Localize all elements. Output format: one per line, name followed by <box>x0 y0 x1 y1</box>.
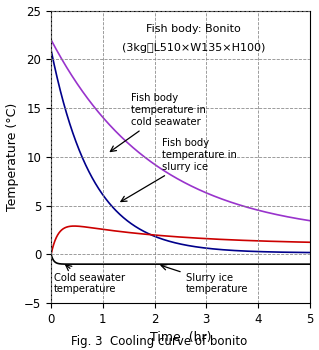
Text: Fish body
temperature in
slurry ice: Fish body temperature in slurry ice <box>121 138 237 202</box>
Text: Fish body: Bonito: Fish body: Bonito <box>146 24 241 34</box>
Text: Slurry ice
temperature: Slurry ice temperature <box>161 265 248 294</box>
Y-axis label: Temperature (°C): Temperature (°C) <box>5 103 19 211</box>
Text: Fig. 3  Cooling curve of bonito: Fig. 3 Cooling curve of bonito <box>71 335 248 348</box>
Text: (3kg、L510×W135×H100): (3kg、L510×W135×H100) <box>122 43 265 53</box>
Text: Fish body
temperature in
cold seawater: Fish body temperature in cold seawater <box>110 93 206 152</box>
X-axis label: Time  (hr): Time (hr) <box>150 331 211 344</box>
Text: Cold seawater
temperature: Cold seawater temperature <box>54 265 125 294</box>
